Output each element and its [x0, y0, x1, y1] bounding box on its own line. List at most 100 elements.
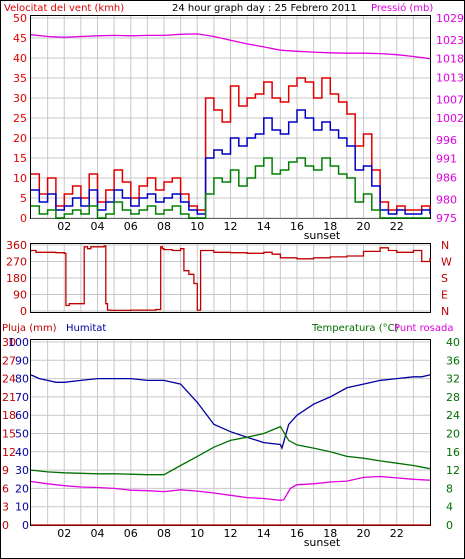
- temperature-axis-title: Temperatura (°C): [311, 323, 399, 334]
- wind-tick-label: 0: [20, 212, 27, 225]
- x-tick-label-lower: 18: [323, 527, 337, 540]
- wind-tick-label: 40: [13, 52, 27, 65]
- sunset-marker-lower: sunset: [304, 536, 341, 549]
- humidity-tick-label: 30: [15, 464, 29, 477]
- wind-tick-label: 20: [13, 132, 27, 145]
- series-temperature: [30, 425, 431, 476]
- direction-tick-label: 180: [6, 272, 27, 285]
- x-tick-label: 22: [390, 220, 404, 233]
- humidity-tick-label: 80: [15, 373, 29, 386]
- wind-tick-label: 30: [13, 92, 27, 105]
- compass-tick-label: S: [441, 272, 448, 285]
- tick-labels: 0510152025303540455097598098699199610021…: [2, 12, 464, 549]
- x-tick-label: 20: [357, 220, 371, 233]
- x-tick-label-lower: 04: [91, 527, 105, 540]
- compass-tick-label: N: [441, 305, 449, 318]
- x-tick-label: 18: [323, 220, 337, 233]
- temp-tick-label: 36: [446, 354, 460, 367]
- x-tick-label-lower: 22: [390, 527, 404, 540]
- x-tick-label-lower: 14: [257, 527, 271, 540]
- pressure-tick-label: 1018: [436, 53, 464, 66]
- pressure-tick-label: 1007: [436, 93, 464, 106]
- rain-tick-label: 9: [2, 464, 9, 477]
- x-tick-label: 06: [124, 220, 138, 233]
- temp-tick-label: 4: [446, 501, 453, 514]
- temp-tick-label: 20: [446, 428, 460, 441]
- direction-tick-label: 360: [6, 239, 27, 252]
- pressure-tick-label: 996: [436, 134, 457, 147]
- x-tick-label-lower: 08: [157, 527, 171, 540]
- compass-tick-label: N: [441, 239, 449, 252]
- pressure-tick-label: 1002: [436, 112, 464, 125]
- humidity-tick-label: 0: [22, 519, 29, 532]
- rain-tick-label: 21: [2, 391, 16, 404]
- x-tick-label-lower: 02: [57, 527, 71, 540]
- temp-tick-label: 40: [446, 336, 460, 349]
- rain-tick-label: 30: [2, 336, 16, 349]
- sunset-marker: sunset: [304, 229, 341, 242]
- humidity-tick-label: 20: [15, 482, 29, 495]
- direction-tick-label: 0: [20, 305, 27, 318]
- humidity-axis-title: Humitat: [66, 323, 106, 334]
- direction-tick-label: 270: [6, 256, 27, 269]
- wind-tick-label: 25: [13, 112, 27, 125]
- series-humidity: [30, 374, 431, 451]
- series-dew_point: [30, 475, 431, 501]
- rain-tick-label: 6: [2, 482, 9, 495]
- wind-tick-label: 50: [13, 12, 27, 25]
- x-tick-label: 16: [290, 220, 304, 233]
- pressure-tick-label: 975: [436, 212, 457, 225]
- humidity-tick-label: 60: [15, 409, 29, 422]
- rain-tick-label: 15: [2, 428, 16, 441]
- rain-tick-label: 27: [2, 354, 16, 367]
- pressure-tick-label: 980: [436, 193, 457, 206]
- x-tick-label: 12: [224, 220, 238, 233]
- humidity-tick-label: 10: [15, 501, 29, 514]
- wind-tick-label: 10: [13, 172, 27, 185]
- series-pressure: [30, 33, 431, 60]
- temp-tick-label: 12: [446, 464, 460, 477]
- x-tick-label-lower: 20: [357, 527, 371, 540]
- humidity-tick-label: 40: [15, 446, 29, 459]
- wind-tick-label: 5: [20, 192, 27, 205]
- wind-tick-label: 15: [13, 152, 27, 165]
- rain-tick-label: 24: [2, 373, 16, 386]
- dew-axis-title: Punt rosada: [394, 323, 453, 334]
- wind-axis-title: Velocitat del vent (kmh): [4, 3, 124, 14]
- humidity-tick-label: 50: [15, 428, 29, 441]
- x-tick-label-lower: 12: [224, 527, 238, 540]
- series-direction: [31, 245, 431, 312]
- x-tick-label-lower: 06: [124, 527, 138, 540]
- panel2-frame: [30, 243, 431, 313]
- rain-tick-label: 18: [2, 409, 16, 422]
- rain-tick-label: 12: [2, 446, 16, 459]
- humidity-tick-label: 90: [15, 354, 29, 367]
- temp-tick-label: 24: [446, 409, 460, 422]
- x-tick-label: 02: [57, 220, 71, 233]
- compass-tick-label: W: [441, 256, 452, 269]
- series-lines: [30, 33, 431, 526]
- compass-tick-label: E: [441, 289, 448, 302]
- direction-tick-label: 90: [13, 289, 27, 302]
- humidity-tick-label: 100: [8, 336, 29, 349]
- x-tick-label: 10: [190, 220, 204, 233]
- pressure-tick-label: 991: [436, 153, 457, 166]
- x-tick-label: 08: [157, 220, 171, 233]
- x-tick-label-lower: 10: [190, 527, 204, 540]
- x-tick-label: 04: [91, 220, 105, 233]
- humidity-tick-label: 70: [15, 391, 29, 404]
- rain-tick-label: 0: [2, 519, 9, 532]
- wind-tick-label: 35: [13, 72, 27, 85]
- pressure-axis-title: Pressió (mb): [371, 2, 433, 14]
- pressure-tick-label: 1029: [436, 12, 464, 25]
- pressure-tick-label: 986: [436, 171, 457, 184]
- rain-axis-title: Pluja (mm): [2, 323, 57, 334]
- temp-tick-label: 8: [446, 482, 453, 495]
- wind-tick-label: 45: [13, 32, 27, 45]
- rain-tick-label: 3: [2, 501, 9, 514]
- pressure-tick-label: 1013: [436, 71, 464, 84]
- temp-tick-label: 0: [446, 519, 453, 532]
- series-lowest: [31, 157, 430, 219]
